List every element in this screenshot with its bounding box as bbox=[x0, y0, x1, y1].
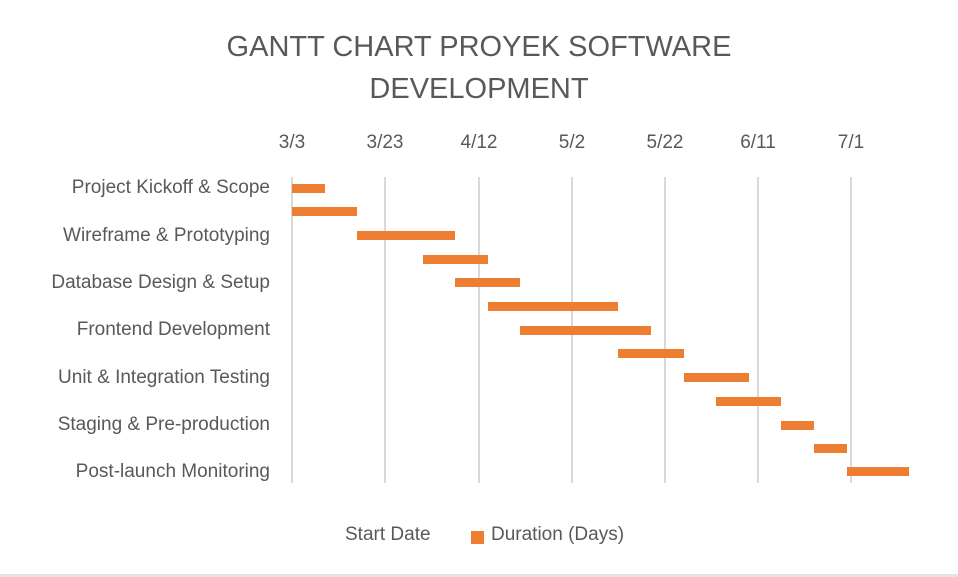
category-label: Staging & Pre-production bbox=[57, 414, 270, 435]
category-label: Frontend Development bbox=[76, 319, 270, 340]
gridline bbox=[291, 177, 293, 483]
gridline bbox=[850, 177, 852, 483]
chart-title-line-2: DEVELOPMENT bbox=[369, 73, 589, 105]
duration-bar bbox=[292, 184, 325, 193]
duration-bar bbox=[357, 231, 455, 240]
x-tick: 5/22 bbox=[646, 132, 684, 153]
category-label: Wireframe & Prototyping bbox=[63, 225, 270, 246]
x-tick: 6/11 bbox=[740, 132, 776, 153]
duration-bar bbox=[423, 255, 488, 264]
duration-bar bbox=[781, 421, 814, 430]
gridline bbox=[664, 177, 666, 483]
category-label: Unit & Integration Testing bbox=[58, 367, 270, 388]
category-label: Post-launch Monitoring bbox=[75, 461, 270, 482]
duration-bar bbox=[847, 467, 909, 476]
legend-swatch-icon bbox=[471, 531, 484, 544]
x-tick: 5/2 bbox=[558, 132, 586, 153]
x-tick: 3/3 bbox=[278, 132, 306, 153]
legend-duration: Duration (Days) bbox=[491, 524, 625, 545]
gridline bbox=[757, 177, 759, 483]
gridline bbox=[384, 177, 386, 483]
duration-bar bbox=[814, 444, 847, 453]
duration-bar bbox=[684, 373, 749, 382]
x-tick: 3/23 bbox=[366, 132, 404, 153]
gridline bbox=[478, 177, 480, 483]
duration-bar bbox=[618, 349, 684, 358]
x-tick: 7/1 bbox=[837, 132, 865, 153]
duration-bar bbox=[292, 207, 357, 216]
duration-bar bbox=[520, 326, 651, 335]
x-tick: 4/12 bbox=[460, 132, 498, 153]
divider bbox=[0, 574, 958, 577]
duration-bar bbox=[455, 278, 520, 287]
legend-start-date: Start Date bbox=[345, 524, 431, 545]
duration-bar bbox=[488, 302, 618, 311]
category-label: Project Kickoff & Scope bbox=[71, 177, 270, 198]
category-label: Database Design & Setup bbox=[51, 272, 270, 293]
chart-title-line-1: GANTT CHART PROYEK SOFTWARE bbox=[226, 31, 732, 63]
duration-bar bbox=[716, 397, 781, 406]
